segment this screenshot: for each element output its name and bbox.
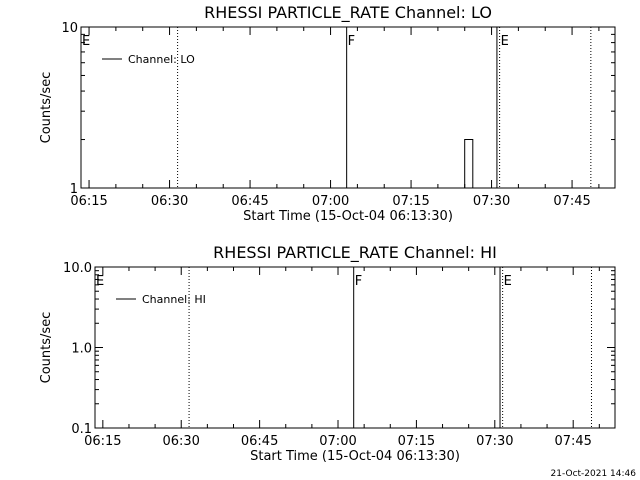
chart1-x-axis-label: Start Time (15-Oct-04 06:13:30)	[243, 209, 453, 224]
chart1-x-tick-label: 06:30	[151, 194, 188, 209]
chart2-x-tick-label: 07:30	[476, 434, 513, 449]
chart1-title: RHESSI PARTICLE_RATE Channel: LO	[204, 3, 492, 23]
chart1-x-tick-label: 06:45	[231, 194, 268, 209]
chart2-title: RHESSI PARTICLE_RATE Channel: HI	[213, 243, 497, 263]
chart2-y-tick-label: 1.0	[71, 342, 92, 357]
chart1-x-tick-label: 06:15	[70, 194, 107, 209]
chart1-y-tick-label: 10	[61, 21, 78, 36]
chart1-event-marker-label: E	[82, 34, 90, 49]
chart2-legend-label: Channel: HI	[142, 293, 206, 306]
chart2-y-tick-label: 10.0	[63, 261, 92, 276]
chart1-x-tick-label: 07:15	[392, 194, 429, 209]
chart1-x-tick-label: 07:00	[312, 194, 349, 209]
chart1-plot-frame	[80, 26, 616, 189]
chart2-event-marker-label: E	[96, 274, 104, 289]
chart1-series-line	[464, 139, 474, 188]
chart1-x-tick-label: 07:45	[553, 194, 590, 209]
chart2-event-marker-label: E	[504, 274, 512, 289]
chart1-y-tick-label: 1	[70, 182, 78, 197]
chart2-event-marker-label: F	[355, 274, 362, 289]
chart2-x-tick-label: 06:45	[241, 434, 278, 449]
chart1-event-marker-label: F	[348, 34, 355, 49]
chart1-legend-label: Channel: LO	[128, 53, 195, 66]
chart2-x-tick-label: 07:15	[398, 434, 435, 449]
chart2-plot-frame	[94, 266, 616, 429]
chart2-x-tick-label: 06:30	[162, 434, 199, 449]
chart1-x-tick-label: 07:30	[473, 194, 510, 209]
chart2-x-tick-label: 07:00	[319, 434, 356, 449]
chart2-x-tick-label: 07:45	[554, 434, 591, 449]
chart2-y-tick-label: 0.1	[71, 422, 92, 437]
chart1-event-marker-label: E	[501, 34, 509, 49]
chart2-x-axis-label: Start Time (15-Oct-04 06:13:30)	[250, 449, 460, 464]
chart1-y-axis-label: Counts/sec	[39, 72, 54, 144]
footer-timestamp: 21-Oct-2021 14:46	[551, 469, 637, 479]
chart2-y-axis-label: Counts/sec	[39, 312, 54, 384]
chart2-x-tick-label: 06:15	[84, 434, 121, 449]
